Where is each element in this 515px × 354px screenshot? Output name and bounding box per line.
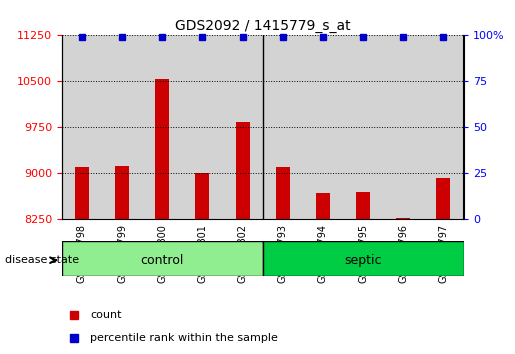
FancyBboxPatch shape: [263, 241, 464, 276]
Bar: [276, 167, 290, 219]
Bar: [383, 35, 423, 219]
Bar: [316, 193, 330, 219]
Text: control: control: [141, 254, 184, 267]
Bar: [62, 35, 102, 219]
Bar: [263, 35, 303, 219]
Bar: [222, 35, 263, 219]
Text: disease state: disease state: [5, 255, 79, 265]
Bar: [75, 167, 89, 219]
Bar: [102, 35, 142, 219]
Bar: [343, 35, 383, 219]
Bar: [195, 173, 210, 219]
Bar: [115, 166, 129, 219]
Title: GDS2092 / 1415779_s_at: GDS2092 / 1415779_s_at: [175, 19, 351, 33]
Bar: [235, 122, 250, 219]
Text: percentile rank within the sample: percentile rank within the sample: [90, 333, 278, 343]
Bar: [303, 35, 343, 219]
Bar: [423, 35, 464, 219]
Bar: [396, 218, 410, 219]
Bar: [155, 79, 169, 219]
Bar: [182, 35, 222, 219]
FancyBboxPatch shape: [62, 241, 263, 276]
Bar: [356, 192, 370, 219]
Bar: [142, 35, 182, 219]
Text: count: count: [90, 310, 122, 320]
Bar: [436, 178, 451, 219]
Text: septic: septic: [345, 254, 382, 267]
